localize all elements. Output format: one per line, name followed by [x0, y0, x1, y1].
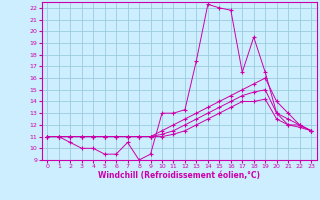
X-axis label: Windchill (Refroidissement éolien,°C): Windchill (Refroidissement éolien,°C)	[98, 171, 260, 180]
